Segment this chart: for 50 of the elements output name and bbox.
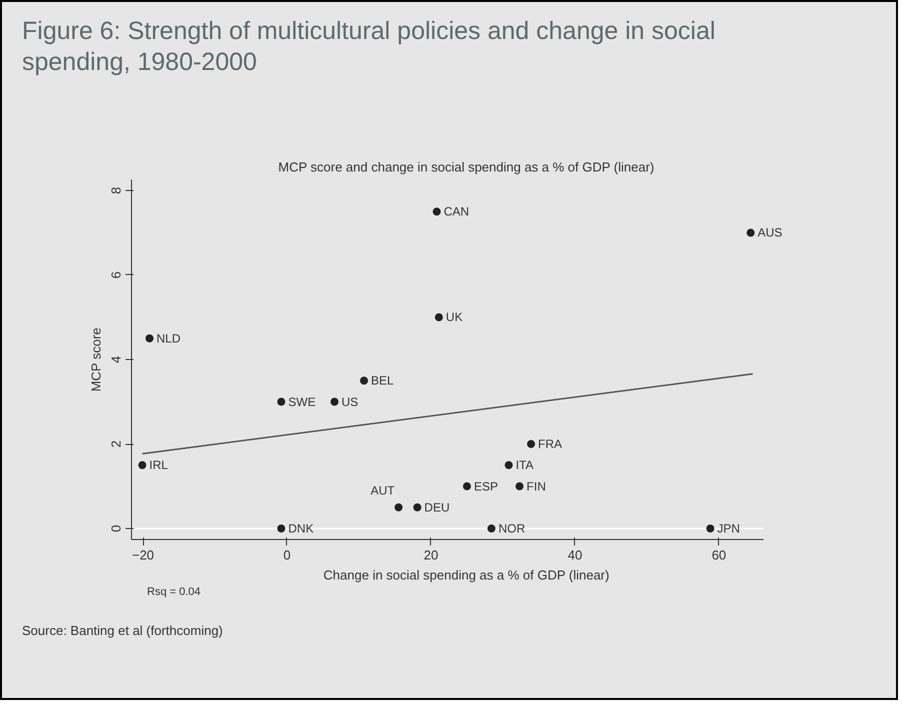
y-tick-label: 6 — [108, 270, 124, 278]
point — [394, 502, 403, 511]
point — [432, 207, 441, 216]
data-label: US — [342, 394, 358, 408]
data-label: NLD — [156, 330, 181, 345]
data-label: BEL — [371, 373, 394, 388]
x-tick-label: −20 — [132, 547, 154, 562]
y-tick-label: 2 — [108, 440, 124, 448]
data-label: FIN — [526, 478, 546, 493]
chart-title: Figure 6: Strength of multicultural policies and change in social spending, 1980-2000 — [22, 16, 716, 78]
y-axis-title: MCP score — [88, 327, 104, 392]
data-label: DNK — [288, 521, 314, 536]
point — [330, 397, 339, 406]
point — [462, 482, 471, 490]
y-tick-label: 8 — [108, 186, 124, 194]
point — [138, 460, 146, 469]
data-label: ITA — [516, 458, 534, 472]
data-label: SWE — [288, 394, 316, 408]
point — [277, 524, 286, 532]
y-tick-label: 4 — [108, 355, 124, 363]
point — [516, 482, 524, 490]
point — [413, 502, 422, 511]
point — [527, 440, 536, 448]
point — [706, 524, 714, 532]
text: Rsq = 0.04 — [147, 584, 201, 600]
x-tick-label: 60 — [712, 547, 726, 562]
x-tick-label: 20 — [424, 547, 438, 562]
chart-subtitle: MCP score and change in social spending as a % of GDP (linear) — [278, 159, 654, 174]
x-tick-label: 0 — [283, 547, 291, 562]
point — [746, 228, 755, 236]
source-note: Source: Banting et al (forthcoming) — [22, 622, 223, 640]
data-label: JPN — [717, 521, 740, 536]
x-tick-label: 40 — [568, 547, 582, 562]
point — [277, 397, 286, 406]
data-label: ESP — [474, 478, 498, 493]
data-label: NOR — [498, 521, 526, 536]
data-label: FRA — [538, 436, 562, 451]
point — [360, 376, 368, 384]
data-label: IRL — [149, 458, 168, 472]
data-label: CAN — [444, 204, 470, 218]
y-tick-label: 0 — [108, 524, 124, 532]
point — [504, 460, 513, 469]
point — [487, 524, 496, 532]
data-label: AUS — [758, 225, 782, 240]
data-label: UK — [446, 310, 463, 324]
x-axis-title: Change in social spending as a % of GDP (linear) — [323, 567, 610, 582]
data-label: DEU — [424, 500, 450, 514]
data-label: AUT — [370, 482, 396, 497]
point — [146, 334, 154, 342]
point — [434, 312, 443, 321]
